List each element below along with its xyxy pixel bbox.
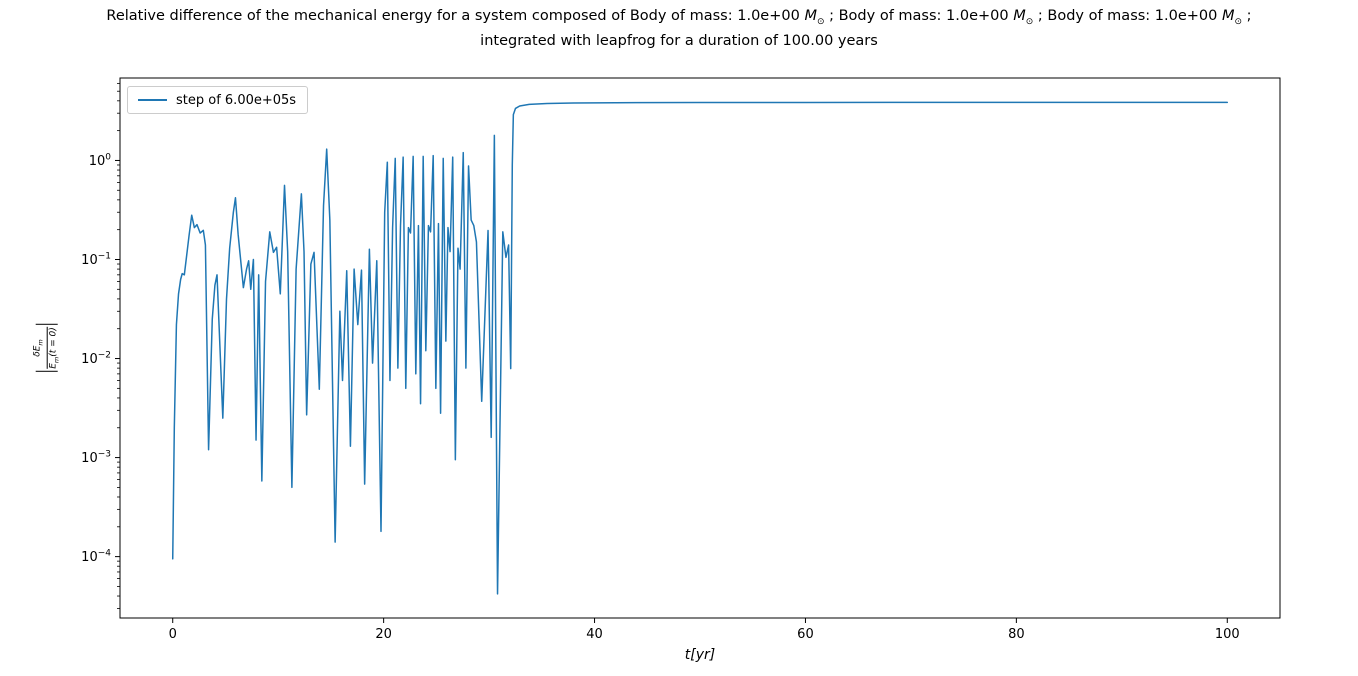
x-tick-label: 80 xyxy=(1008,627,1025,642)
x-tick-label: 20 xyxy=(375,627,392,642)
x-tick-label: 40 xyxy=(586,627,603,642)
y-tick-label: 10−2 xyxy=(81,351,111,368)
x-tick-label: 60 xyxy=(797,627,814,642)
figure-title-line1: Relative difference of the mechanical en… xyxy=(106,8,1252,27)
energy-error-line-series-0 xyxy=(171,101,1229,595)
y-tick-label: 10−3 xyxy=(81,450,111,467)
legend-line-sample xyxy=(138,99,167,101)
figure-title: Relative difference of the mechanical en… xyxy=(0,7,1358,51)
x-tick-label: 0 xyxy=(169,627,177,642)
y-tick-label: 100 xyxy=(89,152,112,169)
abs-bar-right xyxy=(36,324,58,326)
ylabel-denominator: Em(t = 0) xyxy=(48,327,61,369)
ylabel-fraction: δEm Em(t = 0) xyxy=(33,327,62,369)
legend-label: step of 6.00e+05s xyxy=(176,92,297,108)
x-tick-label: 100 xyxy=(1215,627,1240,642)
abs-bar-left xyxy=(36,370,58,372)
y-tick-label: 10−1 xyxy=(81,251,111,268)
y-tick-label: 10−4 xyxy=(81,549,111,566)
plot-frame xyxy=(119,77,1281,619)
x-axis-label: t[yr] xyxy=(684,647,716,663)
legend-box: step of 6.00e+05s xyxy=(127,86,309,114)
fraction-bar xyxy=(46,327,48,369)
figure-title-line2: integrated with leapfrog for a duration … xyxy=(480,32,878,49)
ylabel-numerator: δEm xyxy=(32,339,45,357)
y-axis-label: δEm Em(t = 0) xyxy=(33,324,62,372)
